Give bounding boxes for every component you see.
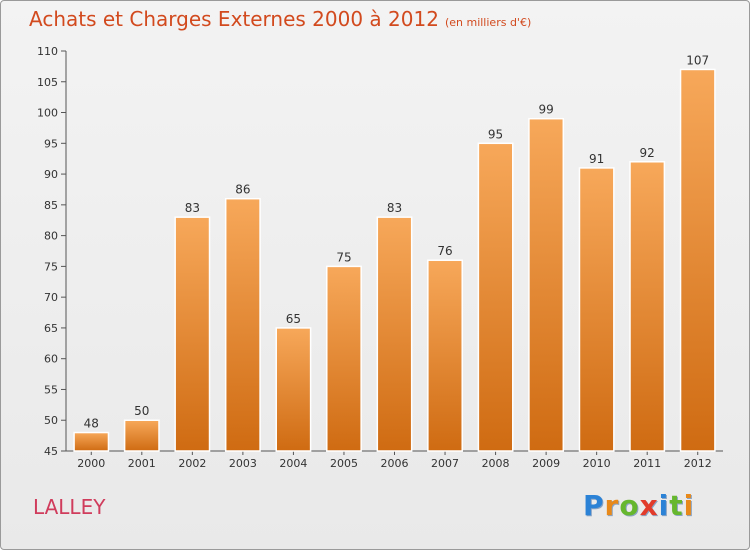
y-tick-label: 65: [44, 322, 58, 335]
x-tick-label: 2006: [381, 457, 409, 470]
logo-letter: o: [619, 489, 640, 522]
y-tick-label: 55: [44, 383, 58, 396]
y-tick-label: 110: [37, 45, 58, 58]
bar: [275, 327, 312, 452]
bar: [427, 259, 463, 452]
bar-value-label: 99: [538, 103, 553, 117]
bar-value-label: 107: [686, 53, 709, 67]
y-tick-label: 80: [44, 230, 58, 243]
y-tick-label: 50: [44, 414, 58, 427]
x-tick-label: 2003: [229, 457, 257, 470]
bar: [224, 197, 261, 452]
bar-value-label: 75: [336, 250, 351, 264]
y-tick-label: 90: [44, 168, 58, 181]
chart-subtitle: (en milliers d'€): [444, 16, 532, 29]
bar-value-label: 50: [134, 404, 149, 418]
x-tick-label: 2008: [482, 457, 510, 470]
x-tick-label: 2000: [77, 457, 105, 470]
chart-title-text: Achats et Charges Externes 2000 à 2012: [29, 7, 439, 31]
logo-letter: r: [604, 489, 620, 522]
bar: [629, 161, 666, 452]
bar: [477, 142, 514, 452]
x-tick-label: 2002: [178, 457, 206, 470]
bar: [123, 419, 160, 452]
chart-title: Achats et Charges Externes 2000 à 2012 (e…: [29, 7, 531, 31]
logo-letter: i: [658, 489, 670, 522]
bar: [326, 265, 362, 452]
logo-letter: P: [583, 489, 605, 522]
y-tick-label: 105: [37, 76, 58, 89]
y-axis: 45 50 55 60 65 70 75 80 85 90 95 100 105 110: [37, 45, 67, 458]
x-tick-label: 2010: [583, 457, 611, 470]
y-tick-label: 100: [37, 107, 58, 120]
x-tick-label: 2012: [684, 457, 712, 470]
logo-letter: t: [669, 489, 684, 522]
x-tick-label: 2004: [279, 457, 307, 470]
x-tick-label: 2009: [532, 457, 560, 470]
bar-value-label: 83: [185, 201, 200, 215]
x-tick-label: 2011: [633, 457, 661, 470]
y-tick-label: 95: [44, 137, 58, 150]
bar-value-label: 76: [437, 244, 452, 258]
x-tick-label: 2001: [128, 457, 156, 470]
bar: [528, 117, 565, 452]
bar: [679, 68, 716, 452]
x-tick-label: 2007: [431, 457, 459, 470]
bars: [73, 68, 716, 452]
logo-letter: i: [683, 489, 695, 522]
y-tick-label: 75: [44, 260, 58, 273]
data-labels: 48 50 83 86 65 75 83 76 95 99 91 92 107: [84, 53, 710, 430]
bar-value-label: 91: [589, 152, 604, 166]
y-tick-label: 85: [44, 199, 58, 212]
bar-value-label: 95: [488, 127, 503, 141]
y-tick-label: 70: [44, 291, 58, 304]
bar: [376, 216, 413, 452]
proxiti-logo: Proxiti: [583, 489, 694, 522]
bar: [73, 431, 110, 452]
logo-letter: x: [639, 489, 659, 522]
bar-value-label: 65: [286, 312, 301, 326]
place-name: LALLEY: [33, 495, 106, 519]
x-axis: 2000 2001 2002 2003 2004 2005 2006 2007 2008 2009…: [66, 450, 723, 470]
bar: [578, 167, 615, 452]
x-tick-label: 2005: [330, 457, 358, 470]
y-tick-label: 60: [44, 353, 58, 366]
bar-value-label: 48: [84, 417, 99, 431]
bar: [174, 216, 211, 452]
bar-value-label: 86: [235, 183, 250, 197]
bar-value-label: 83: [387, 201, 402, 215]
y-tick-label: 45: [44, 445, 58, 458]
bar-value-label: 92: [640, 146, 655, 160]
